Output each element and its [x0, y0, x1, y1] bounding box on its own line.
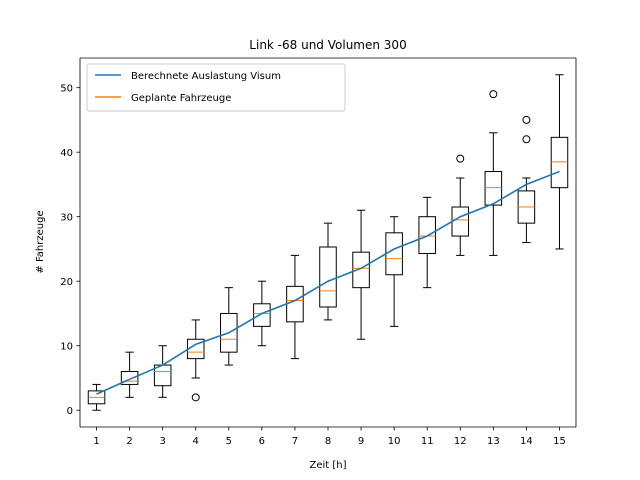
legend-label-geplante: Geplante Fahrzeuge	[131, 93, 231, 104]
y-tick-label: 30	[60, 213, 73, 224]
box-flier	[489, 90, 498, 99]
x-tick-label: 1	[93, 436, 99, 447]
x-axis-label: Zeit [h]	[309, 460, 346, 471]
x-tick-label: 9	[358, 436, 364, 447]
x-tick-label: 13	[487, 436, 500, 447]
box-flier	[522, 115, 531, 124]
y-tick-label: 10	[60, 342, 73, 353]
x-tick-label: 3	[159, 436, 165, 447]
x-tick-label: 7	[292, 436, 298, 447]
x-tick-label: 6	[259, 436, 265, 447]
box-body	[319, 246, 337, 308]
box-body	[484, 171, 503, 206]
x-tick-label: 15	[553, 436, 566, 447]
x-tick-label: 10	[388, 436, 401, 447]
y-axis-label: # Fahrzeuge	[35, 210, 46, 273]
legend-label-visum: Berechnete Auslastung Visum	[131, 71, 281, 82]
chart-title: Link -68 und Volumen 300	[249, 38, 406, 52]
box-body	[352, 251, 370, 289]
y-tick-label: 0	[67, 406, 73, 417]
box-body	[220, 312, 238, 353]
box-flier	[191, 393, 200, 402]
line-series-visum	[96, 170, 560, 395]
box-body	[253, 303, 271, 327]
x-tick-label: 2	[126, 436, 132, 447]
box-flier	[522, 135, 531, 144]
y-tick-label: 20	[60, 277, 73, 288]
x-tick-label: 12	[454, 436, 467, 447]
box-body	[418, 216, 436, 254]
x-tick-label: 14	[520, 436, 533, 447]
x-tick-label: 5	[226, 436, 232, 447]
x-tick-label: 4	[193, 436, 199, 447]
box-flier	[456, 154, 465, 163]
y-tick-label: 40	[60, 148, 73, 159]
legend-frame	[86, 63, 346, 112]
x-tick-label: 11	[421, 436, 434, 447]
box-body	[550, 136, 569, 189]
x-tick-label: 8	[325, 436, 331, 447]
y-tick-label: 50	[60, 84, 73, 95]
box-body	[120, 371, 139, 385]
legend: Berechnete Auslastung Visum Geplante Fah…	[86, 63, 346, 112]
